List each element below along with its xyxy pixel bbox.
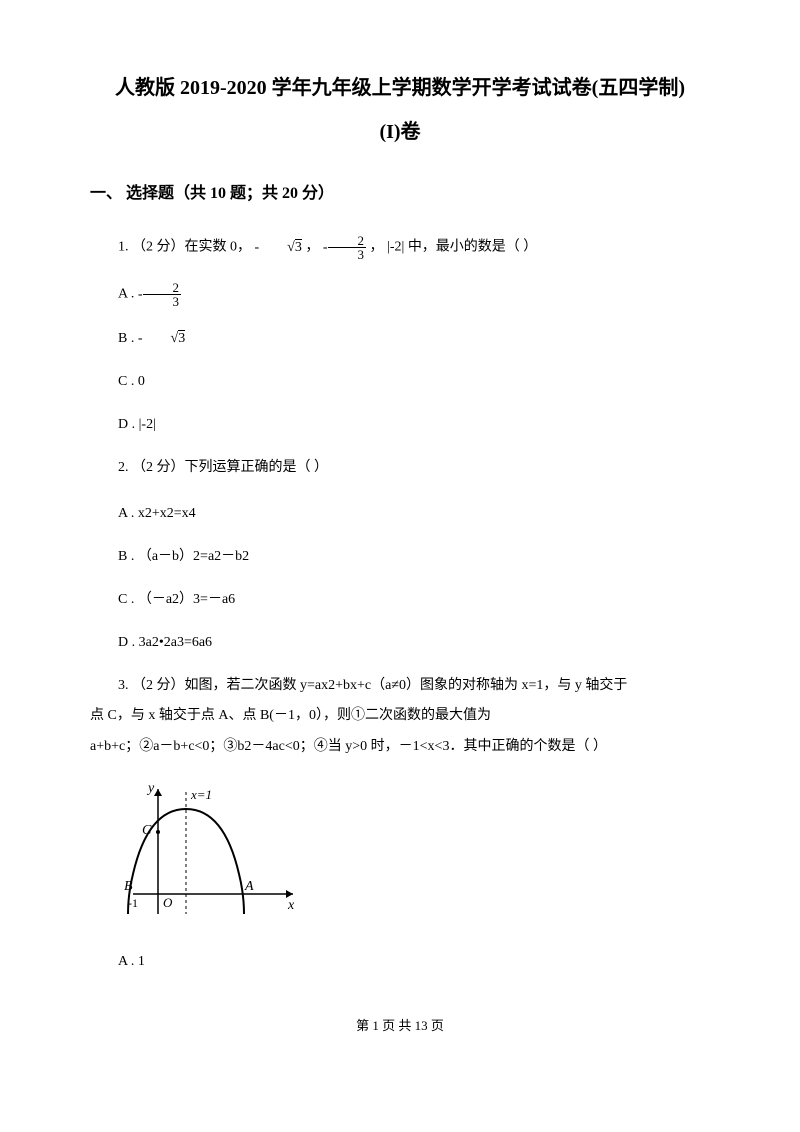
a-label: A: [244, 879, 254, 894]
point-c: [156, 830, 160, 834]
question-3-line3: a+b+c；②a－b+c<0；③b2－4ac<0；④当 y>0 时，－1<x<3…: [90, 734, 710, 759]
b-label: B: [124, 879, 133, 894]
q2-option-a: A . x2+x2=x4: [90, 501, 710, 526]
question-1: 1. （2 分）在实数 0， -√3 ， -23 ， |-2| 中，最小的数是（…: [90, 234, 710, 261]
exam-title-line1: 人教版 2019-2020 学年九年级上学期数学开学考试试卷(五四学制): [90, 70, 710, 106]
question-3-line1: 3. （2 分）如图，若二次函数 y=ax2+bx+c（a≠0）图象的对称轴为 …: [90, 673, 710, 698]
y-label: y: [146, 781, 155, 796]
parabola-graph: y x x=1 C B A O -1: [118, 774, 710, 934]
exam-title-line2: (I)卷: [90, 114, 710, 150]
q1-text-pre: 1. （2 分）在实数 0，: [118, 240, 251, 255]
q2-option-b: B . （a－b）2=a2－b2: [90, 544, 710, 569]
q1-text-mid1: ，: [305, 240, 323, 255]
x-axis-arrow: [286, 890, 293, 898]
page-footer: 第 1 页 共 13 页: [90, 1014, 710, 1037]
x1-label: x=1: [190, 787, 212, 802]
neg1-label: -1: [128, 896, 138, 910]
q2-option-d: D . 3a2•2a3=6a6: [90, 630, 710, 655]
q1-abs: |-2|: [387, 240, 404, 255]
q1-neg-sqrt3: -√3: [255, 240, 306, 255]
x-label: x: [287, 898, 295, 913]
q1-option-c: C . 0: [90, 369, 710, 394]
q2-option-c: C . （－a2）3=－a6: [90, 587, 710, 612]
q1-neg-frac: -23: [323, 240, 370, 255]
q1-text-post: 中，最小的数是（ ）: [408, 240, 538, 255]
q3-option-a: A . 1: [90, 949, 710, 974]
c-label: C: [142, 823, 152, 838]
q1-option-d: D . |-2|: [90, 412, 710, 437]
y-axis-arrow: [154, 789, 162, 796]
q1-option-b: B . -√3: [90, 326, 710, 351]
o-label: O: [163, 895, 173, 910]
question-2: 2. （2 分）下列运算正确的是（ ）: [90, 455, 710, 480]
q1-option-a: A . -23: [90, 281, 710, 308]
q1-text-mid2: ，: [370, 240, 384, 255]
question-3-line2: 点 C，与 x 轴交于点 A、点 B(－1，0），则①二次函数的最大值为: [90, 703, 710, 728]
section-header: 一、 选择题（共 10 题；共 20 分）: [90, 180, 710, 209]
